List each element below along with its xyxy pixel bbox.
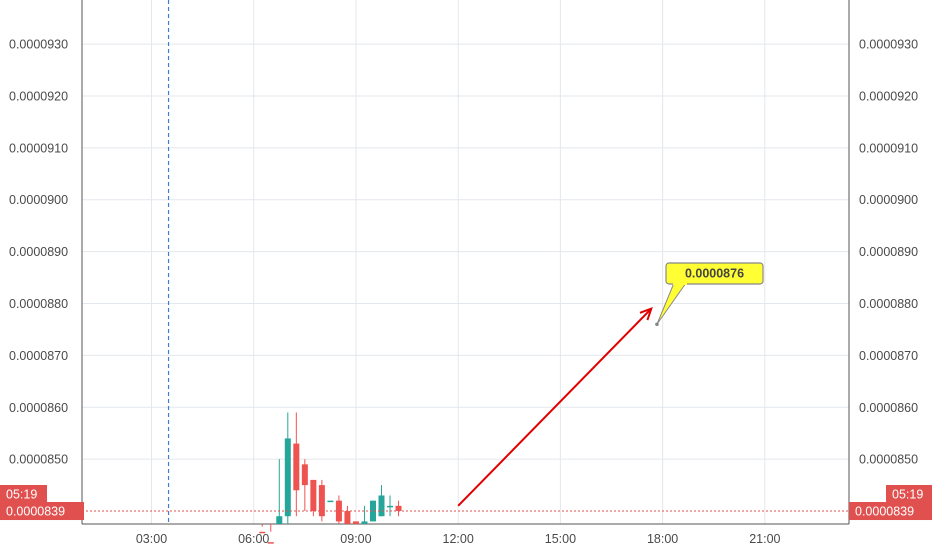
countdown-tag-right-text: 05:19: [892, 488, 923, 502]
low-price-tag-left-bg: [0, 502, 84, 520]
candle: [267, 524, 274, 544]
candle-body: [284, 438, 291, 517]
x-tick-label: 03:00: [136, 532, 167, 546]
y-tick-label-right: 0.0000920: [859, 89, 918, 103]
low-price-tag-right: 0.0000839: [849, 502, 932, 520]
low-price-tag-left: 0.0000839: [0, 502, 84, 520]
y-tick-label-left: 0.0000870: [9, 349, 68, 363]
y-tick-label-left: 0.0000850: [9, 453, 68, 467]
callout-anchor-dot: [655, 322, 659, 327]
candle-body: [378, 495, 385, 517]
candle: [369, 500, 376, 522]
x-tick-label: 12:00: [443, 532, 474, 546]
candle: [301, 459, 308, 512]
candle: [327, 500, 334, 503]
x-tick-label: 15:00: [545, 532, 576, 546]
y-tick-label-left: 0.0000860: [9, 401, 68, 415]
y-tick-label-right: 0.0000880: [859, 297, 918, 311]
y-tick-label-right: 0.0000910: [859, 141, 918, 155]
candle-body: [259, 531, 266, 534]
candle: [259, 524, 266, 534]
y-tick-label-left: 0.0000900: [9, 193, 68, 207]
candle: [378, 485, 385, 517]
price-tags: 0.00008400.000084005:1905:190.00008390.0…: [0, 485, 932, 521]
x-tick-label: 06:00: [238, 532, 269, 546]
axes: 0.0000930 0.0000930 0.0000920 0.0000920 0.00…: [9, 0, 918, 546]
candle: [395, 500, 402, 517]
candle-body: [310, 479, 317, 512]
y-tick-label-left: 0.0000880: [9, 297, 68, 311]
y-tick-label-left: 0.0000890: [9, 245, 68, 259]
candle: [318, 479, 325, 522]
low-price-tag-left-text: 0.0000839: [6, 505, 65, 519]
countdown-tag-left-text: 05:19: [6, 488, 37, 502]
candle-body: [293, 443, 300, 491]
candle-body: [301, 464, 308, 486]
overlays: 0.0000876: [82, 0, 849, 524]
candle: [293, 412, 300, 517]
candle: [361, 505, 368, 524]
candle-body: [369, 500, 376, 522]
x-tick-label: 21:00: [749, 532, 780, 546]
countdown-tag-right: 05:19: [886, 485, 932, 503]
callout-box: [665, 262, 764, 285]
candle-body: [395, 505, 402, 512]
low-price-tag-right-text: 0.0000839: [855, 505, 914, 519]
low-price-tag-right-bg: [849, 502, 932, 520]
candle-body: [267, 542, 274, 544]
candle-body: [276, 516, 283, 524]
grid: [82, 0, 849, 524]
candle: [284, 412, 291, 524]
candles: [259, 412, 402, 544]
callout-join: [673, 281, 687, 285]
candle-body: [327, 500, 334, 503]
y-tick-label-left: 0.0000910: [9, 141, 68, 155]
y-tick-label-left: 0.0000930: [9, 38, 68, 52]
callout-label: 0.0000876: [685, 267, 744, 281]
y-tick-label-right: 0.0000890: [859, 245, 918, 259]
candle-body: [361, 521, 368, 524]
candle: [276, 459, 283, 524]
countdown-tag-left: 05:19: [0, 485, 47, 503]
candle-body: [352, 521, 359, 524]
trend-arrow-head: [639, 307, 653, 321]
y-tick-label-right: 0.0000930: [859, 38, 918, 52]
candle: [310, 479, 317, 517]
countdown-tag-right-bg: [886, 485, 932, 503]
y-tick-label-right: 0.0000870: [859, 349, 918, 363]
candle-body: [318, 485, 325, 517]
x-tick-label: 18:00: [647, 532, 678, 546]
trend-arrow-line: [457, 307, 652, 507]
candle-body: [387, 505, 394, 508]
x-tick-label: 09:00: [340, 532, 371, 546]
candle: [335, 495, 342, 524]
countdown-tag-left-bg: [0, 485, 47, 503]
candle-body: [344, 511, 351, 524]
y-tick-label-right: 0.0000900: [859, 193, 918, 207]
price-callout: 0.0000876: [655, 262, 764, 327]
candle: [387, 495, 394, 517]
y-tick-label-right: 0.0000850: [859, 453, 918, 467]
y-tick-label-left: 0.0000920: [9, 89, 68, 103]
y-tick-label-right: 0.0000860: [859, 401, 918, 415]
candle: [352, 521, 359, 524]
candle: [344, 505, 351, 524]
